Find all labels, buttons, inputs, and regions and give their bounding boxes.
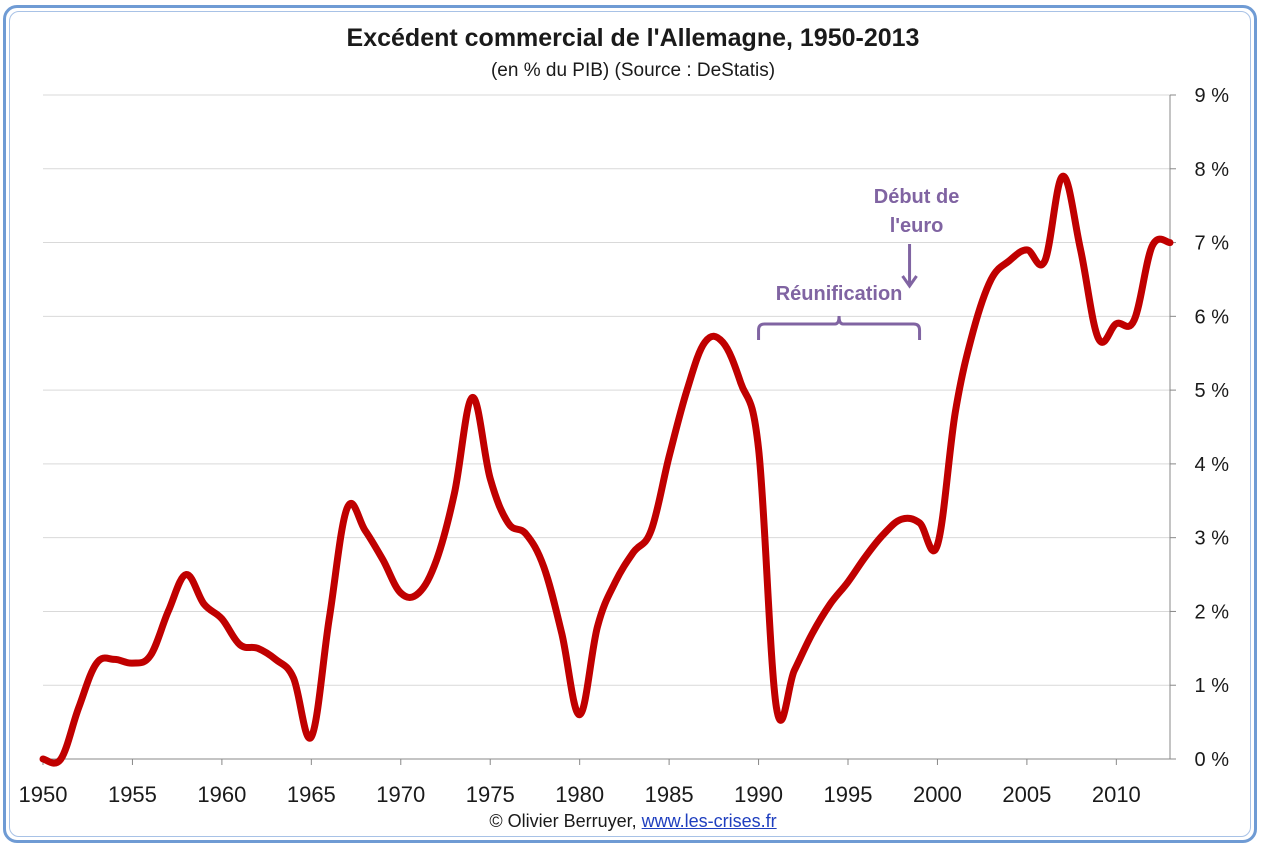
x-tick-label: 1985 [645,782,694,807]
x-tick-label: 1965 [287,782,336,807]
x-tick-labels: 1950 1955 1960 1965 1970 1975 1980 1985 1990 1995… [19,782,1141,807]
x-tick-label: 1955 [108,782,157,807]
y-tick-label: 5 % [1195,380,1230,402]
x-tick-label: 1995 [824,782,873,807]
y-tick-label: 9 % [1195,85,1230,107]
x-tick-label: 1970 [376,782,425,807]
y-tick-label: 8 % [1195,159,1230,181]
credit-line: © Olivier Berruyer, www.les-crises.fr [0,811,1266,832]
chart-subtitle: (en % du PIB) (Source : DeStatis) [490,60,776,81]
y-tick-label: 0 % [1195,749,1230,771]
x-tick-label: 1980 [555,782,604,807]
y-tick-label: 3 % [1195,528,1230,550]
axes [42,94,1176,765]
reunification-annotation: Réunification [776,283,903,305]
y-tick-label: 2 % [1195,601,1230,623]
credit-text: © Olivier Berruyer, [489,811,637,831]
x-tick-label: 2005 [1002,782,1051,807]
y-tick-label: 4 % [1195,454,1230,476]
credit-link[interactable]: www.les-crises.fr [641,811,777,831]
reunification-brace-icon [757,315,922,340]
x-tick-label: 1975 [466,782,515,807]
x-tick-label: 1950 [19,782,68,807]
y-tick-labels: 0 % 1 % 2 % 3 % 4 % 5 % 6 % 7 % 8 % 9 % [1195,85,1230,771]
euro-annotation-line2: l'euro [890,215,944,237]
series-layer [39,172,1174,767]
y-tick-label: 6 % [1195,306,1230,328]
euro-annotation-line1: Début de [874,186,960,208]
gridlines [43,94,1170,686]
x-tick-label: 1960 [197,782,246,807]
x-tick-label: 1990 [734,782,783,807]
annotations-layer: Début de l'euro Réunification [757,186,960,340]
euro-arrow-icon [901,244,918,289]
chart-frame-inner [9,11,1251,837]
y-tick-label: 7 % [1195,233,1230,255]
x-tick-label: 2000 [913,782,962,807]
y-tick-label: 1 % [1195,675,1230,697]
chart-title: Excédent commercial de l'Allemagne, 1950… [346,24,920,52]
chart-frame-outer [3,5,1257,843]
x-tick-label: 2010 [1092,782,1141,807]
series-line [39,172,1174,767]
